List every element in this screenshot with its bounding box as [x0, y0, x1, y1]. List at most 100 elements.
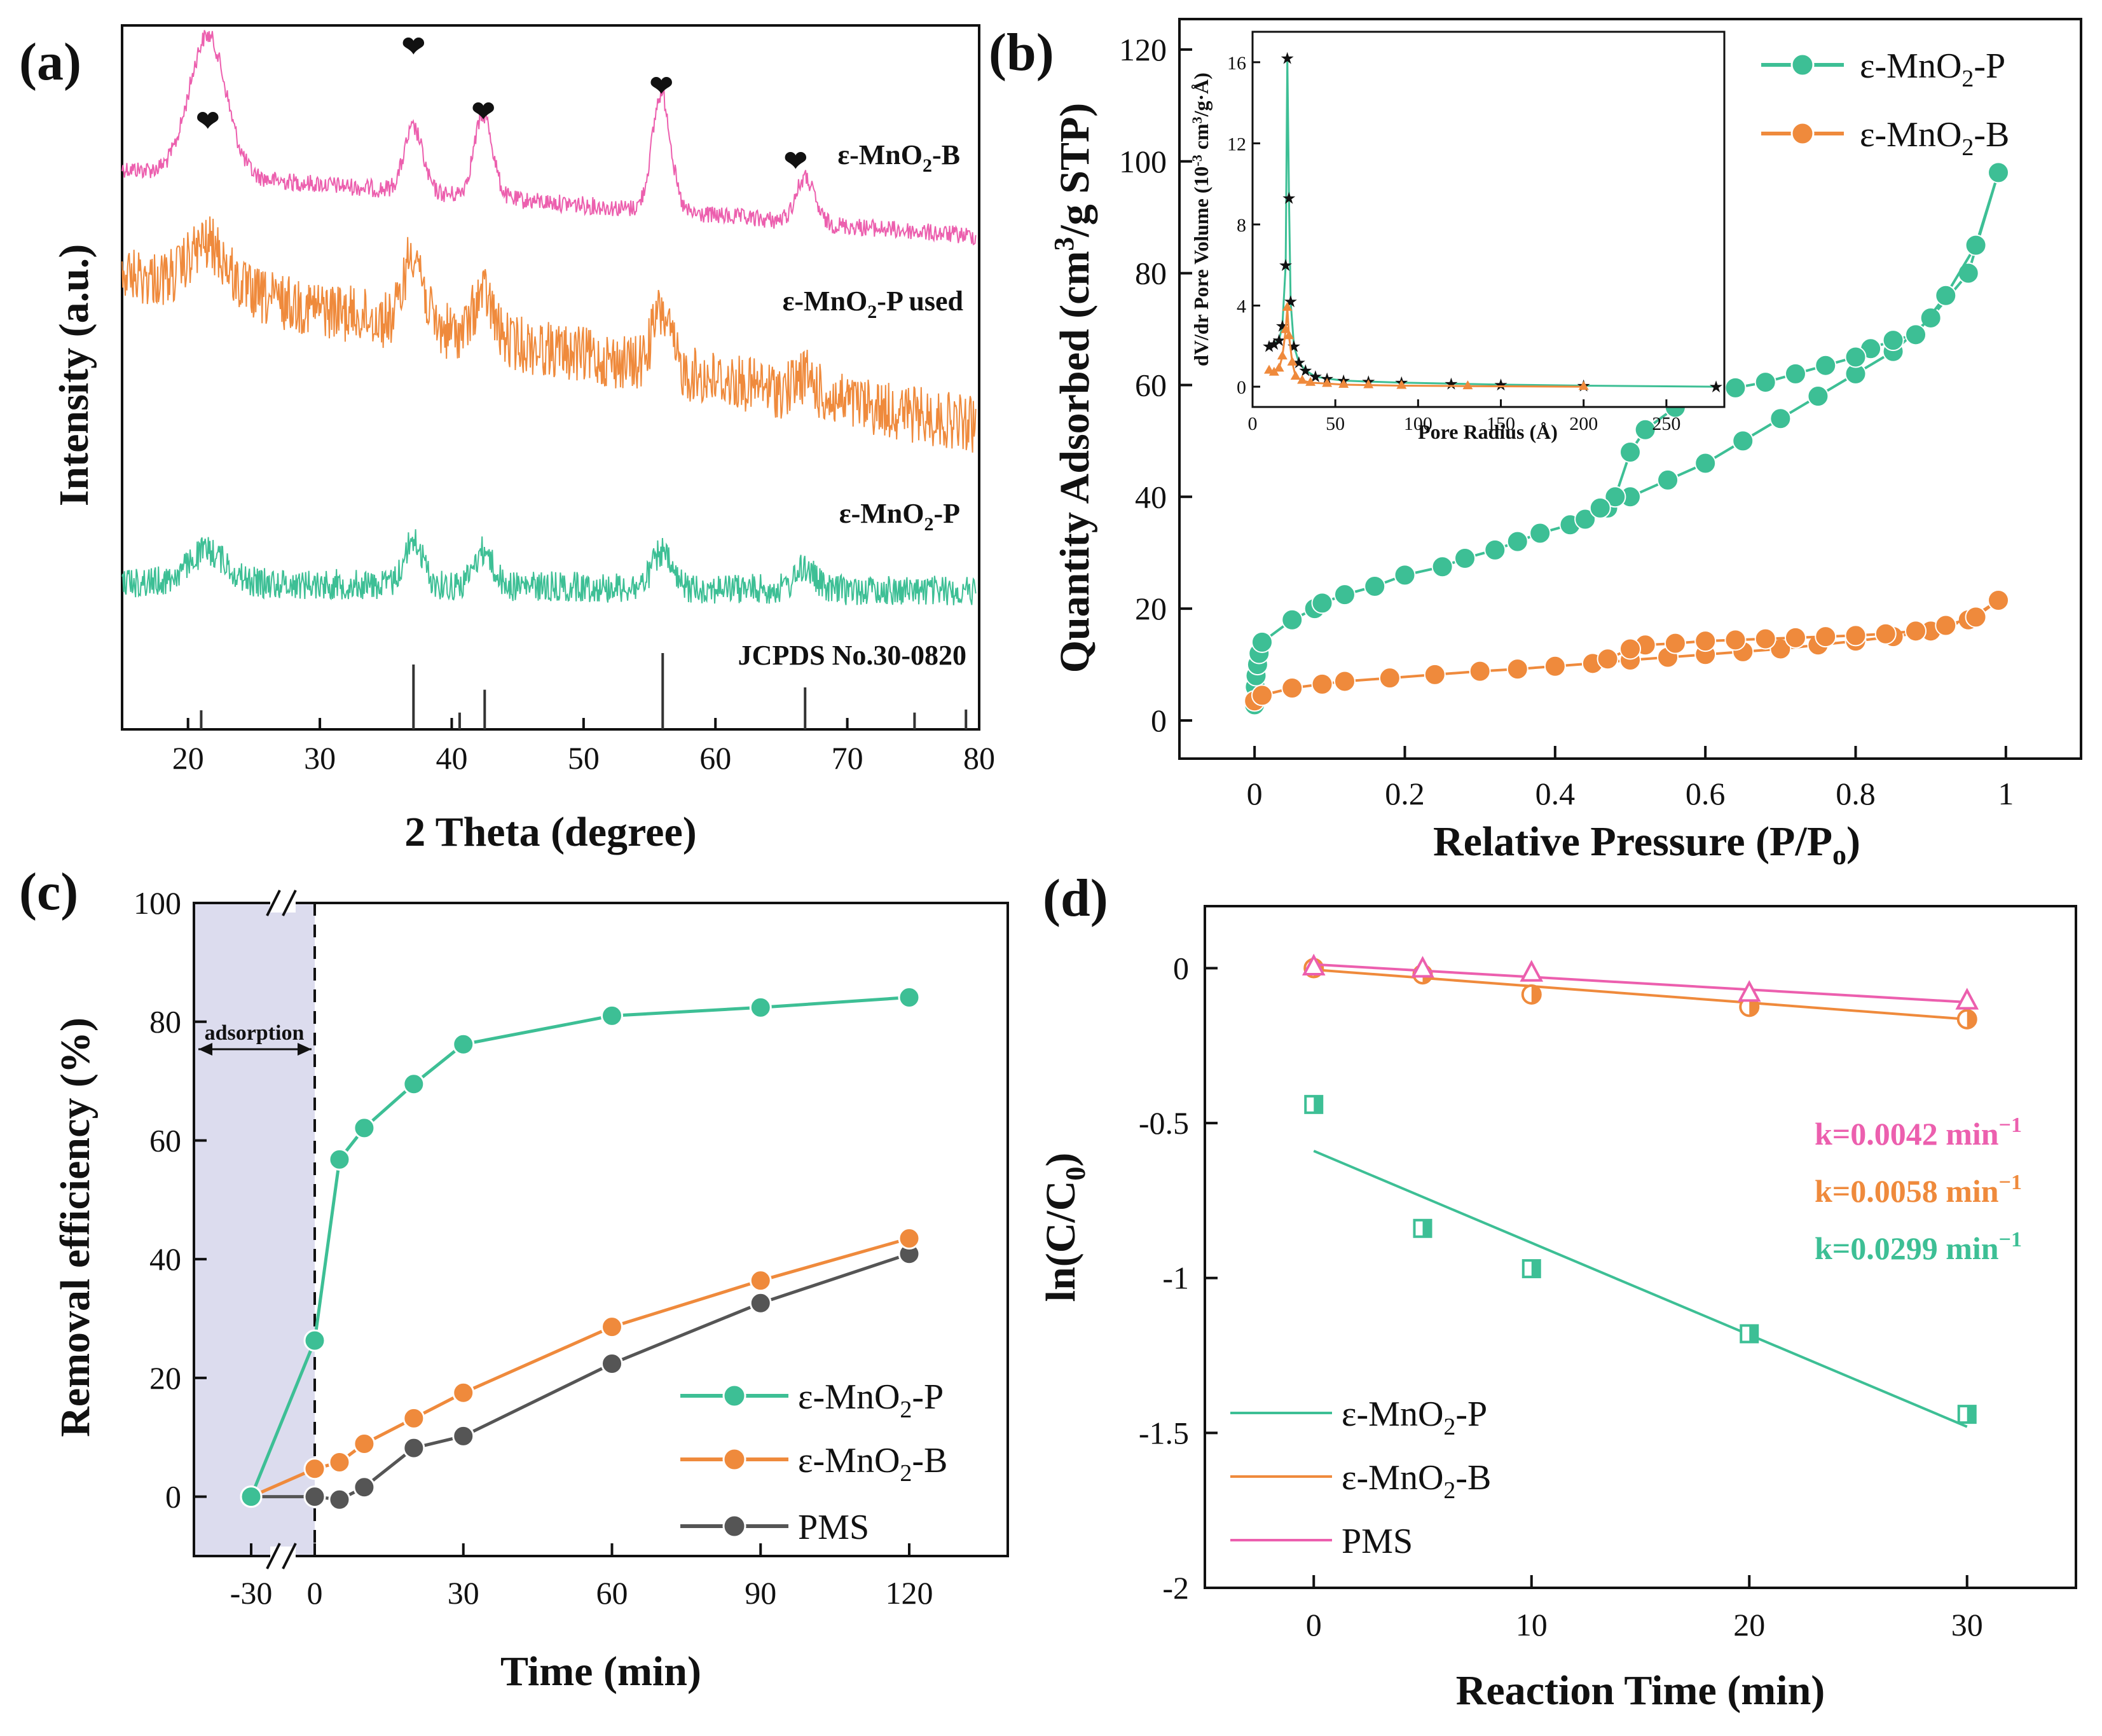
- x-tick-label: 0: [1306, 1607, 1322, 1643]
- data-point: [749, 1292, 772, 1314]
- isotherm-point: [1754, 371, 1776, 394]
- inset-x-tick-label: 50: [1326, 413, 1345, 434]
- inset-x-tick-label: 150: [1487, 413, 1515, 434]
- inset-star-marker: ★: [1282, 189, 1296, 208]
- isotherm-point: [1544, 655, 1566, 677]
- panel-b-y-label: Quantity Adsorbed (cm3/g STP): [1048, 103, 1098, 673]
- y-tick-label: 0: [165, 1479, 181, 1515]
- isotherm-point: [1454, 548, 1476, 570]
- isotherm-point: [1378, 667, 1401, 689]
- panel-b-legend: ε-MnO2-P ε-MnO2-B: [1761, 46, 2009, 161]
- panel-c-legend: ε-MnO2-P ε-MnO2-B PMS: [680, 1377, 947, 1547]
- isotherm-point: [1657, 469, 1679, 491]
- legend-marker-teal: [1790, 53, 1815, 77]
- legend-label-p: ε-MnO2-P: [1860, 46, 2005, 92]
- panel-b-label: (b): [989, 23, 1054, 82]
- marker-square-fill: [1749, 1325, 1758, 1342]
- isotherm-point: [1935, 614, 1957, 637]
- inset-star-marker: ★: [1267, 335, 1281, 354]
- x-tick-label: 40: [436, 740, 467, 776]
- y-tick-label: 80: [1135, 256, 1167, 291]
- data-point: [328, 1488, 351, 1511]
- inset-triangle-marker: [1363, 379, 1374, 389]
- legend-label-p: ε-MnO2-P: [798, 1377, 944, 1423]
- marker-square-fill: [1314, 1096, 1322, 1113]
- data-point: [749, 996, 772, 1019]
- x-tick-label: 1: [1998, 776, 2014, 811]
- x-tick-label: 0.4: [1535, 776, 1576, 811]
- inset-triangle-marker: [1462, 380, 1473, 390]
- inset-triangle-marker: [1305, 376, 1316, 386]
- x-tick-label: 50: [568, 740, 600, 776]
- inset-star-marker: ★: [1278, 256, 1293, 275]
- isotherm-point: [1935, 284, 1957, 307]
- fit-line-2: [1314, 963, 1967, 1004]
- isotherm-point: [1251, 684, 1273, 706]
- y-tick-label: -1: [1162, 1260, 1189, 1296]
- panel-a-peak-markers: ❤ ❤ ❤ ❤ ❤: [196, 31, 807, 177]
- inset-triangle-marker: [1322, 378, 1333, 387]
- x-tick-label: 0: [1247, 776, 1263, 811]
- isotherm-point: [1732, 430, 1754, 452]
- y-tick-label: 20: [1135, 591, 1167, 626]
- adsorption-shade: [194, 903, 315, 1556]
- inset-triangle-marker: [1578, 381, 1589, 390]
- panel-d-label: (d): [1043, 869, 1108, 928]
- isotherm-point: [1281, 609, 1303, 631]
- legend-marker-gray: [722, 1514, 746, 1538]
- y-tick-label: 80: [149, 1004, 181, 1040]
- legend-label-pms: PMS: [1342, 1522, 1413, 1561]
- isotherm-point: [1333, 584, 1356, 606]
- isotherm-point: [1905, 620, 1927, 642]
- isotherm-point: [1988, 589, 2010, 611]
- inset-star-marker: ★: [1494, 376, 1508, 394]
- data-point: [898, 986, 921, 1009]
- isotherm-point: [1364, 575, 1386, 597]
- isotherm-point: [1694, 630, 1717, 652]
- xrd-trace-1: [121, 216, 977, 453]
- marker-triangle: [1737, 980, 1761, 1002]
- marker-triangle: [1302, 953, 1326, 976]
- x-tick-label: 0.6: [1686, 776, 1726, 811]
- data-point: [402, 1436, 425, 1459]
- legend-marker-orange: [722, 1447, 746, 1471]
- legend-label-b: ε-MnO2-B: [798, 1441, 947, 1487]
- panel-b-frame: [1178, 18, 2082, 760]
- isotherm-point: [1965, 234, 1987, 256]
- data-point: [452, 1033, 475, 1056]
- isotherm-point: [1506, 658, 1528, 680]
- x-tick-label: 0.8: [1836, 776, 1876, 811]
- isotherm-point: [1506, 530, 1528, 553]
- inset-x-tick-label: 250: [1652, 413, 1680, 434]
- marker-triangle: [1520, 960, 1544, 982]
- legend-label-p: ε-MnO2-P: [1342, 1395, 1487, 1440]
- isotherm-point: [1784, 626, 1806, 649]
- inset-y-tick-label: 8: [1237, 215, 1246, 236]
- panel-a: (a) 20 30 40 50 60 70 80 ❤ ❤ ❤ ❤ ❤ ε-MnO2-B ε-MnO2…: [19, 24, 995, 855]
- inset-series-0: [1268, 58, 1717, 388]
- legend-label-b: ε-MnO2-B: [1860, 115, 2009, 161]
- peak-marker-heart: ❤: [196, 106, 219, 137]
- y-tick-label: -2: [1162, 1570, 1189, 1606]
- data-point: [328, 1450, 351, 1473]
- y-tick-label: 100: [1119, 144, 1167, 179]
- data-point: [303, 1485, 326, 1508]
- isotherm-point: [1844, 346, 1867, 368]
- x-tick-label: -30: [230, 1575, 273, 1611]
- inset-y-tick-label: 12: [1227, 134, 1246, 155]
- isotherm-point: [1281, 677, 1303, 699]
- isotherm-point: [1694, 452, 1717, 474]
- data-point: [402, 1407, 425, 1429]
- data-point: [601, 1004, 623, 1027]
- panel-c-frame: [193, 902, 1009, 1557]
- marker-circle-fill: [1967, 1010, 1976, 1028]
- xrd-label-p-used: ε-MnO2-P used: [783, 286, 963, 322]
- data-point: [303, 1329, 326, 1352]
- panel-c: (c) adsorption 0 20 40 60 80 100 -30 0 30 60 90 120…: [19, 862, 1009, 1695]
- inset-triangle-marker: [1274, 362, 1284, 372]
- isotherm-point: [1769, 408, 1792, 430]
- data-point: [303, 1457, 326, 1480]
- panel-a-traces: [121, 30, 977, 605]
